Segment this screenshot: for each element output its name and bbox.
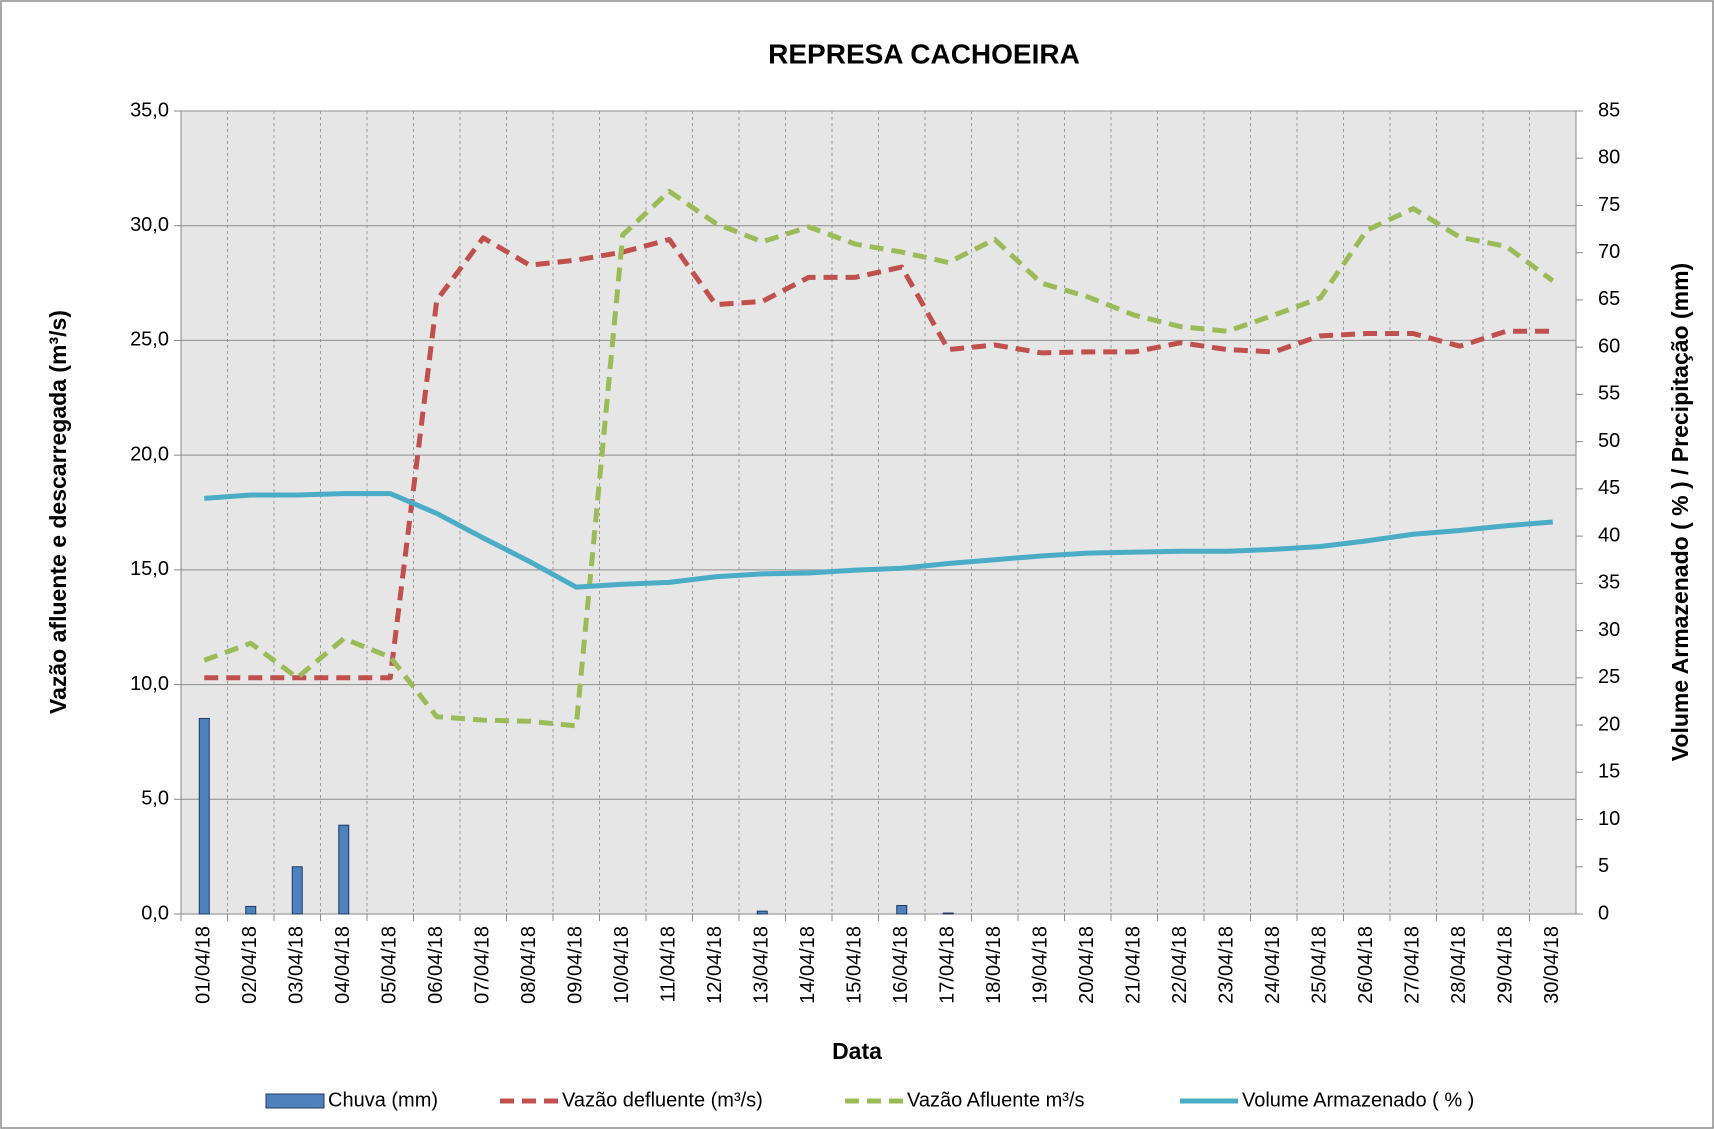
x-tick-label: 21/04/18 xyxy=(1123,926,1145,1004)
x-tick-label: 06/04/18 xyxy=(425,926,447,1004)
x-tick-label: 16/04/18 xyxy=(890,926,912,1004)
x-tick-label: 23/04/18 xyxy=(1216,926,1238,1004)
x-tick-label: 08/04/18 xyxy=(518,926,540,1004)
y2-tick-label: 75 xyxy=(1598,194,1620,216)
y2-tick-label: 50 xyxy=(1598,430,1620,452)
x-tick-label: 26/04/18 xyxy=(1355,926,1377,1004)
x-tick-label: 29/04/18 xyxy=(1495,926,1517,1004)
y-tick-label: 5,0 xyxy=(141,788,169,810)
x-tick-label: 28/04/18 xyxy=(1448,926,1470,1004)
y-tick-label: 10,0 xyxy=(130,673,169,695)
x-tick-label: 02/04/18 xyxy=(239,926,261,1004)
y-tick-label: 0,0 xyxy=(141,902,169,924)
bar xyxy=(198,717,210,915)
y2-tick-label: 10 xyxy=(1598,808,1620,830)
legend-label: Vazão Afluente m³/s xyxy=(907,1089,1085,1111)
y2-tick-label: 25 xyxy=(1598,666,1620,688)
x-tick-label: 19/04/18 xyxy=(1030,926,1052,1004)
x-tick-label: 07/04/18 xyxy=(472,926,494,1004)
y-tick-label: 30,0 xyxy=(130,214,169,236)
x-tick-label: 13/04/18 xyxy=(751,926,773,1004)
y-tick-label: 15,0 xyxy=(130,558,169,580)
x-tick-label: 20/04/18 xyxy=(1076,926,1098,1004)
x-tick-label: 05/04/18 xyxy=(379,926,401,1004)
y2-tick-label: 35 xyxy=(1598,572,1620,594)
bar xyxy=(291,866,303,915)
y2-axis-title: Volume Armazenado ( % ) / Precipitação (… xyxy=(1667,263,1693,761)
legend-label: Vazão defluente (m³/s) xyxy=(562,1089,763,1111)
x-tick-label: 01/04/18 xyxy=(193,926,215,1004)
y-tick-label: 25,0 xyxy=(130,329,169,351)
y2-tick-label: 30 xyxy=(1598,619,1620,641)
x-tick-label: 09/04/18 xyxy=(565,926,587,1004)
x-axis-title: Data xyxy=(832,1038,882,1064)
y2-tick-label: 20 xyxy=(1598,713,1620,735)
x-tick-label: 18/04/18 xyxy=(983,926,1005,1004)
x-tick-label: 27/04/18 xyxy=(1402,926,1424,1004)
y2-tick-label: 70 xyxy=(1598,241,1620,263)
legend-label: Volume Armazenado ( % ) xyxy=(1242,1089,1474,1111)
y-axis-title: Vazão afluente e descarregada (m³/s) xyxy=(45,310,71,714)
y2-tick-label: 65 xyxy=(1598,288,1620,310)
line-series xyxy=(204,491,1553,590)
y2-tick-label: 5 xyxy=(1598,855,1609,877)
legend-label: Chuva (mm) xyxy=(328,1089,438,1111)
y2-tick-label: 85 xyxy=(1598,99,1620,121)
y2-tick-label: 40 xyxy=(1598,524,1620,546)
y2-tick-label: 0 xyxy=(1598,902,1609,924)
legend-swatch xyxy=(265,1093,325,1109)
line-series xyxy=(203,188,1555,729)
x-tick-label: 12/04/18 xyxy=(704,926,726,1004)
bar xyxy=(942,912,954,915)
bar xyxy=(245,905,257,915)
x-tick-label: 24/04/18 xyxy=(1262,926,1284,1004)
bar xyxy=(896,904,908,915)
x-tick-label: 17/04/18 xyxy=(937,926,959,1004)
x-tick-label: 04/04/18 xyxy=(332,926,354,1004)
bar xyxy=(338,824,350,915)
x-tick-label: 03/04/18 xyxy=(286,926,308,1004)
x-tick-label: 22/04/18 xyxy=(1169,926,1191,1004)
x-tick-label: 25/04/18 xyxy=(1309,926,1331,1004)
line-series xyxy=(204,235,1553,681)
chart-title: REPRESA CACHOEIRA xyxy=(768,38,1080,69)
x-tick-label: 15/04/18 xyxy=(844,926,866,1004)
y2-tick-label: 45 xyxy=(1598,477,1620,499)
bar xyxy=(756,910,768,915)
y2-tick-label: 55 xyxy=(1598,383,1620,405)
y2-tick-label: 15 xyxy=(1598,761,1620,783)
y2-tick-label: 60 xyxy=(1598,335,1620,357)
x-tick-label: 11/04/18 xyxy=(658,926,680,1002)
x-tick-label: 14/04/18 xyxy=(797,926,819,1004)
y-tick-label: 20,0 xyxy=(130,443,169,465)
x-tick-label: 10/04/18 xyxy=(611,926,633,1004)
x-tick-label: 30/04/18 xyxy=(1541,926,1563,1004)
y-tick-label: 35,0 xyxy=(130,99,169,121)
y2-tick-label: 80 xyxy=(1598,147,1620,169)
